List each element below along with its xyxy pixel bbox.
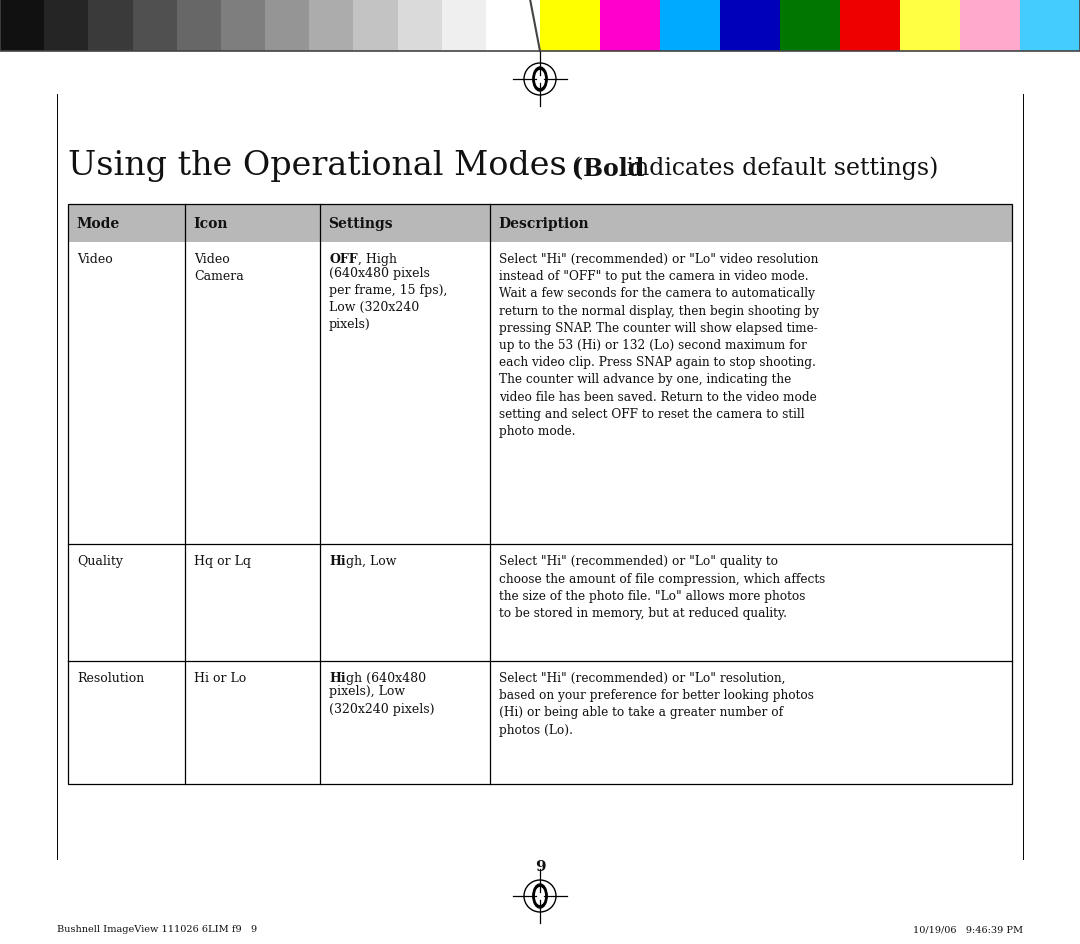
Text: (640x480 pixels
per frame, 15 fps),
Low (320x240
pixels): (640x480 pixels per frame, 15 fps), Low …	[329, 266, 447, 330]
Text: Hi or Lo: Hi or Lo	[194, 671, 246, 684]
Text: Hi: Hi	[329, 671, 346, 684]
Text: Select "Hi" (recommended) or "Lo" resolution,
based on your preference for bette: Select "Hi" (recommended) or "Lo" resolu…	[499, 671, 814, 735]
Bar	[720, 0, 780, 52]
Bar	[89, 0, 133, 52]
Text: , High: , High	[357, 253, 396, 265]
Text: pixels), Low
(320x240 pixels): pixels), Low (320x240 pixels)	[329, 684, 434, 715]
Bar	[486, 0, 530, 52]
Text: Bushnell ImageView 111026 6LIM f9   9: Bushnell ImageView 111026 6LIM f9 9	[57, 924, 257, 934]
Bar	[177, 0, 220, 52]
Bar	[68, 205, 1012, 243]
Text: gh, Low: gh, Low	[346, 555, 396, 568]
Text: Description: Description	[498, 217, 589, 230]
Text: Video
Camera: Video Camera	[194, 253, 244, 283]
Bar	[220, 0, 265, 52]
Text: 10/19/06   9:46:39 PM: 10/19/06 9:46:39 PM	[913, 924, 1023, 934]
Ellipse shape	[532, 68, 548, 92]
Bar	[397, 0, 442, 52]
Text: Settings: Settings	[328, 217, 393, 230]
Bar	[44, 0, 89, 52]
Ellipse shape	[536, 72, 544, 89]
Text: 9: 9	[535, 859, 545, 873]
Bar	[660, 0, 720, 52]
Text: Select "Hi" (recommended) or "Lo" video resolution
instead of "OFF" to put the c: Select "Hi" (recommended) or "Lo" video …	[499, 253, 819, 437]
Bar	[0, 0, 44, 52]
Text: (: (	[571, 157, 580, 179]
Bar	[0, 0, 1080, 52]
Bar	[442, 0, 486, 52]
Text: Select "Hi" (recommended) or "Lo" quality to
choose the amount of file compressi: Select "Hi" (recommended) or "Lo" qualit…	[499, 555, 825, 619]
Bar	[265, 0, 309, 52]
Bar	[540, 0, 600, 52]
Text: Resolution: Resolution	[77, 671, 145, 684]
Text: OFF: OFF	[329, 253, 357, 265]
Text: Mode: Mode	[76, 217, 119, 230]
Ellipse shape	[532, 885, 548, 908]
Bar	[780, 0, 840, 52]
Text: Quality: Quality	[77, 555, 123, 568]
Text: Icon: Icon	[193, 217, 228, 230]
Bar	[1020, 0, 1080, 52]
Bar	[960, 0, 1020, 52]
Bar	[600, 0, 660, 52]
Bar	[133, 0, 177, 52]
Bar	[309, 0, 353, 52]
Text: Hq or Lq: Hq or Lq	[194, 555, 251, 568]
Bar	[68, 205, 1012, 784]
Text: Video: Video	[77, 253, 112, 265]
Bar	[353, 0, 397, 52]
Text: Using the Operational Modes: Using the Operational Modes	[68, 150, 567, 182]
Text: gh (640x480: gh (640x480	[346, 671, 426, 684]
Bar	[840, 0, 900, 52]
Bar	[900, 0, 960, 52]
Ellipse shape	[536, 887, 544, 904]
Text: Hi: Hi	[329, 555, 346, 568]
Text: indicates default settings): indicates default settings)	[619, 157, 939, 179]
Text: (​Bold: (​Bold	[572, 156, 645, 179]
